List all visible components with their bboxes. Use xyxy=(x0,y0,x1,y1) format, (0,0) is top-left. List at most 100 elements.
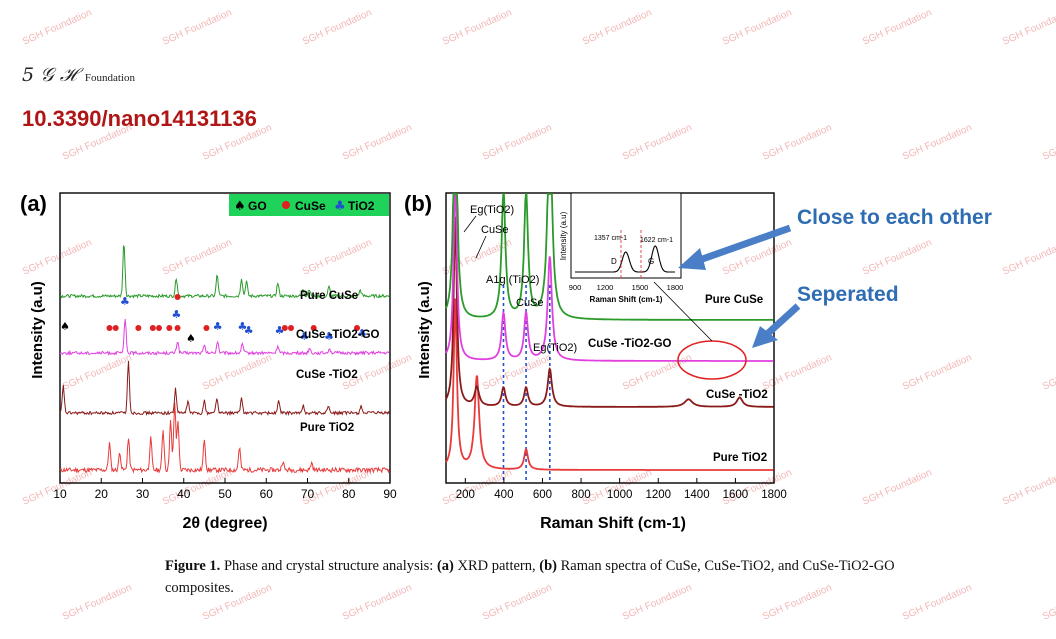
inset-x-label: Raman Shift (cm-1) xyxy=(590,295,663,304)
label-cuse-tio2-b: CuSe -TiO2 xyxy=(706,389,768,401)
tio2-marker: ♣ xyxy=(120,295,130,308)
cuse-marker xyxy=(174,294,181,300)
x-tick-label: 40 xyxy=(177,487,191,501)
raman-series-2 xyxy=(445,193,774,362)
x-tick-label: 30 xyxy=(136,487,150,501)
panel-a-phase-markers: ♣♣♣ ♣♣ ♣ ♣ ♣ ♣♠♠ xyxy=(60,294,367,345)
panel-b-label: (b) xyxy=(404,191,432,216)
panel-b-x-axis: 200 400 600 800 1000 1200 1400 1600 1800 xyxy=(456,478,787,501)
spade-icon: ♠ xyxy=(234,199,246,214)
x-tick-label: 1400 xyxy=(684,489,710,501)
panel-a-x-label: 2θ (degree) xyxy=(182,515,267,532)
club-icon: ♣ xyxy=(334,199,346,214)
caption-a: (a) xyxy=(436,558,454,574)
inset-x-tick-1500: 1500 xyxy=(632,283,649,292)
arrow-separated xyxy=(752,303,801,348)
tio2-marker: ♣ xyxy=(244,324,254,337)
tio2-marker: ♣ xyxy=(172,308,182,321)
cuse-marker xyxy=(156,325,162,331)
label-cuse-tio2-go-a: CuSe -TiO2-GO xyxy=(296,329,380,341)
inset-band-d: D xyxy=(611,257,617,266)
xrd-series-1 xyxy=(59,360,390,417)
cuse-marker xyxy=(310,325,317,331)
cuse-marker xyxy=(288,325,294,331)
panel-b-x-label: Raman Shift (cm-1) xyxy=(540,515,686,532)
tio2-marker: ♣ xyxy=(238,320,248,333)
dot-icon xyxy=(282,201,290,209)
label-pure-cuse-a: Pure CuSe xyxy=(300,290,358,302)
cuse-marker xyxy=(112,325,119,331)
ellipse-pointer xyxy=(653,281,713,342)
x-tick-label: 1600 xyxy=(723,489,749,501)
panel-a-x-axis: 10 20 30 40 50 60 70 80 90 xyxy=(53,478,397,501)
x-tick-label: 400 xyxy=(494,489,513,501)
caption-text: Phase and crystal structure analysis: xyxy=(220,558,437,574)
peak-label-a1g: A1g (TiO2) xyxy=(486,274,539,286)
cuse-marker xyxy=(135,325,142,331)
inset-frame xyxy=(570,192,682,279)
annotation-close: Close to each other xyxy=(797,206,992,229)
legend-cuse-label: CuSe xyxy=(295,199,326,213)
tio2-marker: ♣ xyxy=(324,330,334,343)
cuse-marker xyxy=(281,325,288,331)
tio2-marker: ♣ xyxy=(357,327,367,340)
cuse-marker xyxy=(106,325,113,331)
inset-band-g: G xyxy=(648,257,654,266)
caption-figure-label: Figure 1. xyxy=(165,558,221,574)
x-tick-label: 600 xyxy=(533,489,552,501)
doi: 10.3390/nano14131136 xyxy=(22,106,257,131)
xrd-series-3 xyxy=(59,245,390,299)
inset-peak-1357: 1357 cm-1 xyxy=(594,235,627,242)
tio2-marker: ♣ xyxy=(213,320,223,333)
x-tick-label: 20 xyxy=(95,487,109,501)
raman-series-1 xyxy=(445,216,774,408)
raman-series-3 xyxy=(445,193,774,321)
caption-b: (b) xyxy=(539,558,557,574)
cuse-marker xyxy=(203,325,210,331)
label-cuse-tio2-a: CuSe -TiO2 xyxy=(296,369,358,381)
inset-x-tick-1200: 1200 xyxy=(597,283,614,292)
x-tick-label: 200 xyxy=(456,489,475,501)
peak-pointer-1 xyxy=(463,215,477,233)
go-marker: ♠ xyxy=(186,332,196,345)
caption-a-text: XRD pattern, xyxy=(453,558,540,574)
x-tick-label: 50 xyxy=(218,487,232,501)
x-tick-label: 90 xyxy=(383,487,397,501)
logo-text: Foundation xyxy=(84,72,135,84)
x-tick-label: 1800 xyxy=(761,489,787,501)
tio2-marker: ♣ xyxy=(275,324,285,337)
cuse-marker xyxy=(149,325,156,331)
raman-series-0 xyxy=(445,298,774,471)
legend-background xyxy=(229,194,389,216)
label-cuse-tio2-go-b: CuSe -TiO2-GO xyxy=(588,338,672,350)
peak-label-cuse-top: CuSe xyxy=(481,224,509,236)
x-tick-label: 800 xyxy=(571,489,590,501)
cuse-marker xyxy=(174,325,181,331)
x-tick-label: 1000 xyxy=(607,489,633,501)
inset-y-label: Intensity (a.u) xyxy=(559,211,568,260)
inset-trace xyxy=(575,245,675,273)
x-tick-label: 70 xyxy=(301,487,315,501)
peak-label-eg-mid: Eg(TiO2) xyxy=(533,342,577,354)
panel-a-label: (a) xyxy=(20,191,47,216)
peak-pointer-2 xyxy=(475,235,487,259)
panel-b-traces xyxy=(445,193,774,471)
logo-mark: 5 𝒢 ℋ xyxy=(22,64,77,86)
inset-peak-1622: 1622 cm-1 xyxy=(640,237,673,244)
raman-inset: 1357 cm-1 1622 cm-1 D G Intensity (a.u) … xyxy=(559,192,684,304)
inset-x-tick-900: 900 xyxy=(569,283,582,292)
annotation-separated: Seperated xyxy=(797,283,899,306)
x-tick-label: 80 xyxy=(342,487,356,501)
peak-label-eg-top: Eg(TiO2) xyxy=(470,204,514,216)
label-pure-tio2-b: Pure TiO2 xyxy=(713,452,767,464)
figure-caption: Figure 1. Phase and crystal structure an… xyxy=(165,555,925,599)
inset-x-tick-1800: 1800 xyxy=(667,283,684,292)
panel-a-traces xyxy=(59,245,390,474)
label-pure-cuse-b: Pure CuSe xyxy=(705,294,763,306)
x-tick-label: 10 xyxy=(53,487,67,501)
go-marker: ♠ xyxy=(60,320,70,333)
x-tick-label: 1200 xyxy=(645,489,671,501)
legend-tio2-label: TiO2 xyxy=(348,199,375,213)
